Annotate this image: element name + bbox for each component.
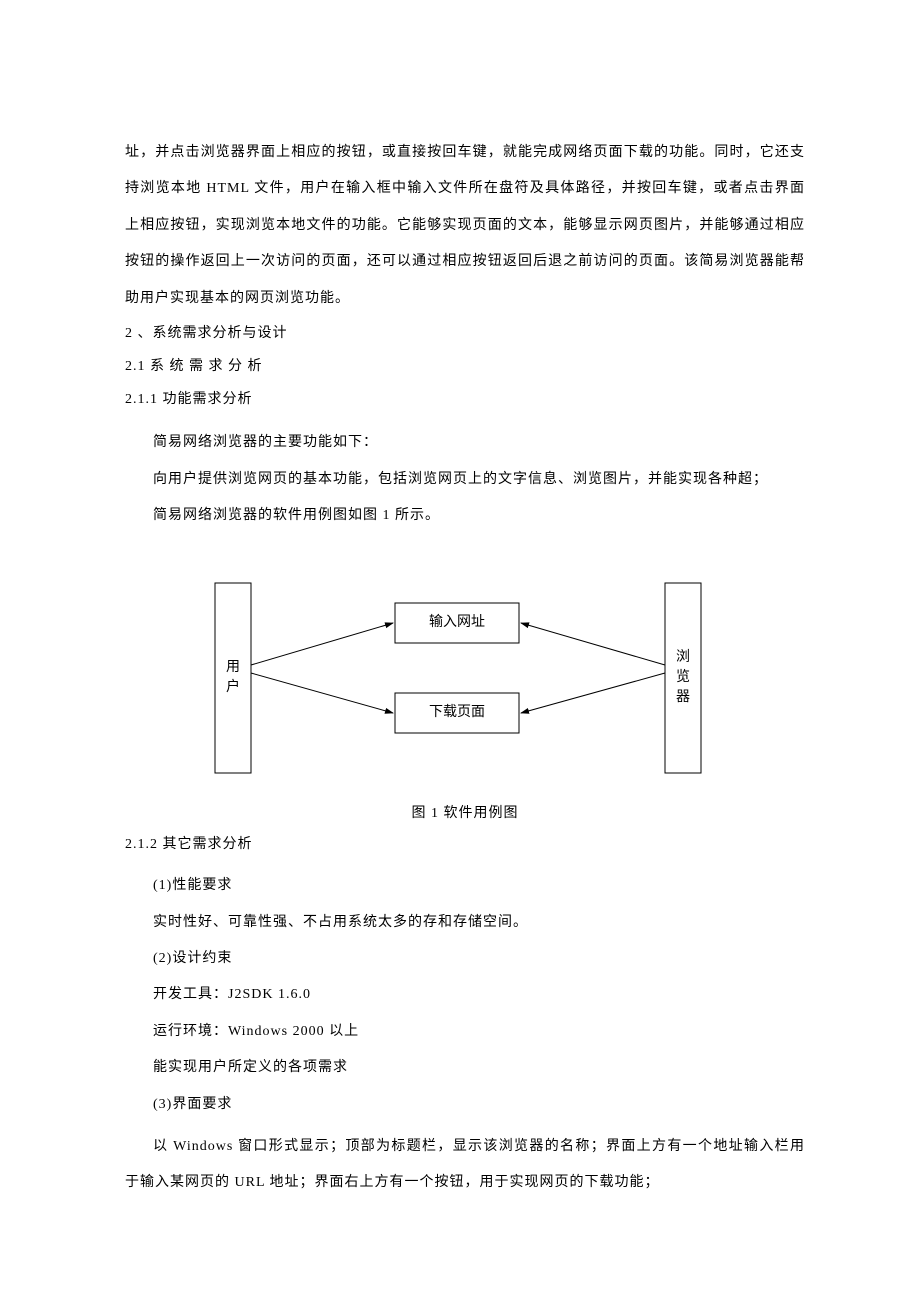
heading-2-1: 2.1 系 统 需 求 分 析 [125,352,805,383]
paragraph-func-1: 简易网络浏览器的主要功能如下： [125,425,805,461]
svg-text:器: 器 [676,690,690,705]
paragraph-intro: 址，并点击浏览器界面上相应的按钮，或直接按回车键，就能完成网络页面下载的功能。同… [125,135,805,317]
svg-text:输入网址: 输入网址 [429,614,485,630]
svg-text:览: 览 [676,669,690,685]
req-perf-title: (1)性能要求 [125,868,805,904]
heading-2-1-1: 2.1.1 功能需求分析 [125,385,805,416]
paragraph-func-2: 向用户提供浏览网页的基本功能，包括浏览网页上的文字信息、浏览图片，并能实现各种超… [125,462,805,498]
usecase-diagram-svg: 用户 输入网址下载页面 浏览器 [165,553,725,783]
svg-text:下载页面: 下载页面 [429,704,485,720]
req-ui-title: (3)界面要求 [125,1087,805,1123]
svg-text:户: 户 [226,678,240,695]
svg-text:用: 用 [226,660,240,675]
req-design-note: 能实现用户所定义的各项需求 [125,1050,805,1086]
document-page: 址，并点击浏览器界面上相应的按钮，或直接按回车键，就能完成网络页面下载的功能。同… [0,0,920,1302]
figure-caption: 图 1 软件用例图 [125,802,805,822]
usecase-diagram: 用户 输入网址下载页面 浏览器 [165,553,805,788]
paragraph-func-3: 简易网络浏览器的软件用例图如图 1 所示。 [125,498,805,534]
req-design-tool: 开发工具：J2SDK 1.6.0 [125,977,805,1013]
req-design-title: (2)设计约束 [125,941,805,977]
req-design-env: 运行环境：Windows 2000 以上 [125,1014,805,1050]
heading-2-1-2: 2.1.2 其它需求分析 [125,830,805,861]
req-perf-body: 实时性好、可靠性强、不占用系统太多的存和存储空间。 [125,905,805,941]
req-ui-body: 以 Windows 窗口形式显示；顶部为标题栏，显示该浏览器的名称；界面上方有一… [125,1129,805,1202]
svg-text:浏: 浏 [676,649,690,665]
heading-2: 2 、系统需求分析与设计 [125,319,805,350]
